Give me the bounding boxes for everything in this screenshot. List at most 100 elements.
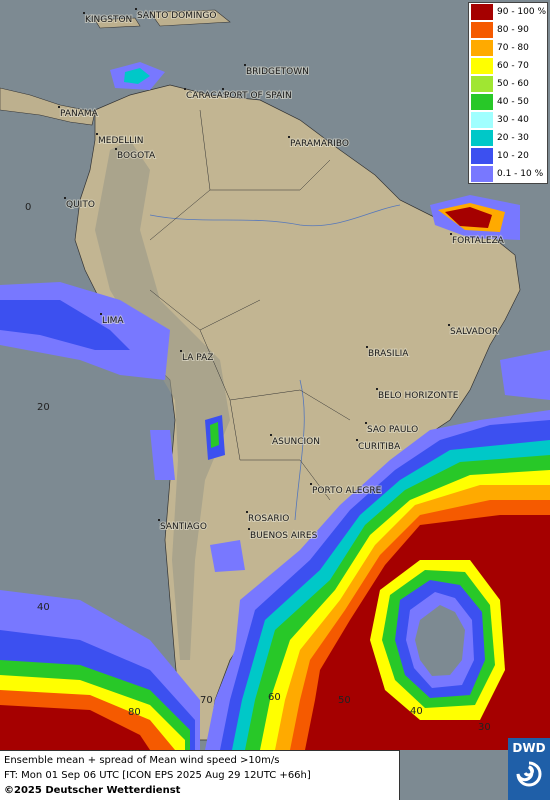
city-label: BRASILIA	[368, 349, 409, 359]
city-label: SANTIAGO	[160, 522, 207, 532]
city-marker	[100, 313, 102, 315]
grid-label: 40	[37, 602, 50, 613]
legend-entry: 20 - 30	[469, 129, 547, 147]
wind-area	[210, 540, 245, 572]
city-label: QUITO	[66, 200, 95, 210]
legend-entry: 30 - 40	[469, 111, 547, 129]
legend-label: 20 - 30	[497, 133, 529, 143]
andes	[95, 140, 230, 660]
city-marker	[450, 233, 452, 235]
city-marker	[288, 136, 290, 138]
city-label: PARAMARIBO	[290, 139, 349, 149]
city-label: CARACAS	[186, 91, 229, 101]
legend-label: 0.1 - 10 %	[497, 169, 544, 179]
city-marker	[365, 422, 367, 424]
caribbean-islands	[94, 9, 231, 29]
logo-swirl	[516, 761, 542, 787]
city-marker	[310, 483, 312, 485]
city-marker	[222, 88, 224, 90]
legend-label: 70 - 80	[497, 43, 529, 53]
city-label: ROSARIO	[248, 514, 289, 524]
wind-area	[124, 68, 150, 84]
city-marker	[246, 511, 248, 513]
city-marker	[83, 12, 85, 14]
legend-swatch	[471, 130, 493, 146]
grid-label: 60	[268, 692, 281, 703]
city-marker	[366, 346, 368, 348]
legend-swatch	[471, 148, 493, 164]
city-label: PANAMA	[60, 109, 99, 119]
wind-area	[0, 705, 150, 750]
city-marker	[248, 528, 250, 530]
wind-area	[0, 300, 130, 350]
caption-line: ©2025 Deutscher Wetterdienst	[4, 785, 181, 796]
city-label: PORT OF SPAIN	[224, 91, 292, 101]
city-label: BRIDGETOWN	[246, 67, 309, 77]
city-marker	[448, 324, 450, 326]
legend-swatch	[471, 94, 493, 110]
legend: 90 - 100 % 80 - 90 70 - 80 60 - 70 50 - 60 40…	[468, 2, 548, 184]
city-marker	[376, 388, 378, 390]
central-america	[0, 87, 96, 126]
legend-label: 90 - 100 %	[497, 7, 547, 17]
grid-label: 50	[338, 695, 351, 706]
city-label: FORTALEZA	[452, 236, 505, 246]
city-label: ASUNCION	[272, 437, 320, 447]
legend-entry: 0.1 - 10 %	[469, 165, 547, 183]
rivers	[149, 204, 401, 521]
wind-area	[150, 430, 175, 480]
city-marker	[180, 350, 182, 352]
city-label: PORTO ALEGRE	[312, 486, 382, 496]
city-label: BELO HORIZONTE	[378, 391, 459, 401]
legend-entry: 70 - 80	[469, 39, 547, 57]
legend-swatch	[471, 40, 493, 56]
legend-label: 30 - 40	[497, 115, 529, 125]
city-label: LIMA	[102, 316, 124, 326]
legend-swatch	[471, 58, 493, 74]
legend-entry: 40 - 50	[469, 93, 547, 111]
land	[0, 9, 521, 741]
caption: Ensemble mean + spread of Mean wind spee…	[0, 750, 400, 800]
grid-label: 0	[25, 202, 31, 213]
wind-area	[445, 207, 492, 228]
legend-swatch	[471, 4, 493, 20]
grid-label: 40	[410, 706, 423, 717]
city-marker	[244, 64, 246, 66]
grid-label: 70	[200, 695, 213, 706]
legend-label: 60 - 70	[497, 61, 529, 71]
wind-field	[0, 62, 550, 750]
city-marker	[64, 197, 66, 199]
legend-entry: 90 - 100 %	[469, 3, 547, 21]
city-label: MEDELLIN	[98, 136, 143, 146]
wind-area	[500, 350, 550, 400]
dwd-logo: DWD	[508, 738, 550, 800]
city-marker	[115, 148, 117, 150]
legend-entry: 60 - 70	[469, 57, 547, 75]
city-label: BUENOS AIRES	[250, 531, 318, 541]
legend-entry: 50 - 60	[469, 75, 547, 93]
legend-label: 50 - 60	[497, 79, 529, 89]
city-label: SAO PAULO	[367, 425, 418, 435]
city-label: CURITIBA	[358, 442, 401, 452]
legend-entry: 80 - 90	[469, 21, 547, 39]
city-marker	[158, 519, 160, 521]
city-marker	[356, 439, 358, 441]
logo-text: DWD	[512, 741, 546, 755]
legend-swatch	[471, 112, 493, 128]
grid-label: 80	[128, 707, 141, 718]
legend-swatch	[471, 76, 493, 92]
caption-line: Ensemble mean + spread of Mean wind spee…	[4, 755, 280, 766]
city-marker	[270, 434, 272, 436]
borders	[149, 109, 351, 501]
wind-area	[210, 422, 219, 448]
caption-line: FT: Mon 01 Sep 06 UTC [ICON EPS 2025 Aug…	[4, 770, 311, 781]
grid-label: 20	[37, 402, 50, 413]
city-label: KINGSTON	[85, 15, 132, 25]
eddy-center	[415, 605, 465, 676]
legend-label: 80 - 90	[497, 25, 529, 35]
grid-label: 30	[478, 722, 491, 733]
legend-swatch	[471, 22, 493, 38]
legend-label: 10 - 20	[497, 151, 529, 161]
